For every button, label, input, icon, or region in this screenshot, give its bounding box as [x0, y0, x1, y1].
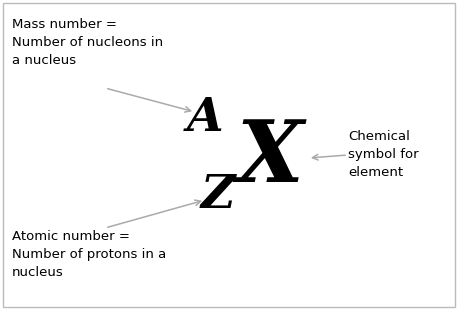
Text: A: A	[187, 95, 224, 141]
Text: Mass number =
Number of nucleons in
a nucleus: Mass number = Number of nucleons in a nu…	[12, 18, 163, 67]
Text: Atomic number =
Number of protons in a
nucleus: Atomic number = Number of protons in a n…	[12, 230, 166, 279]
Text: X: X	[237, 116, 304, 200]
Text: Z: Z	[201, 172, 235, 218]
Text: Chemical
symbol for
element: Chemical symbol for element	[348, 130, 419, 179]
